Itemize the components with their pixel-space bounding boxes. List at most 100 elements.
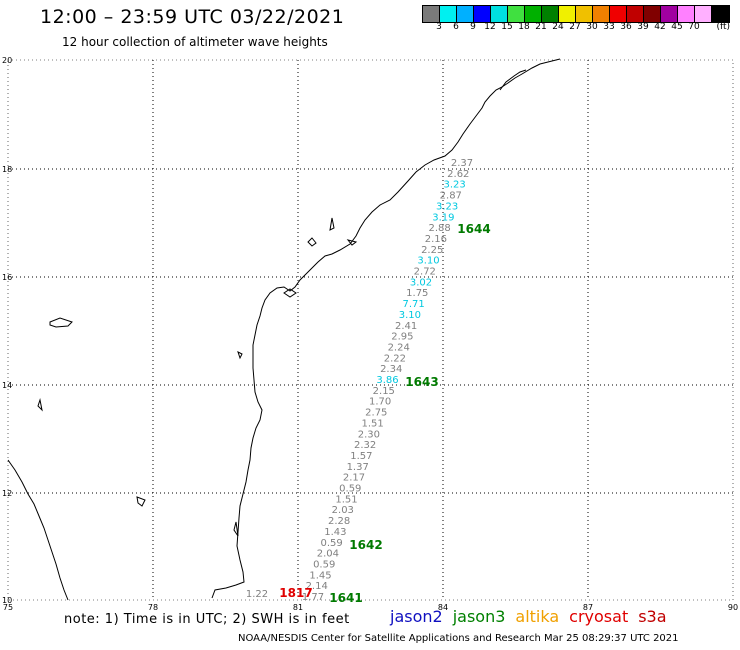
color-scale-tick: 12 [484,22,496,32]
wave-height-value: 2.24 [388,342,410,353]
lon-label: 87 [583,603,593,612]
satellite-name: jason3 [452,607,506,626]
wave-height-value: 2.32 [354,440,376,451]
wave-height-value: 2.95 [391,332,413,343]
color-scale-tick: 39 [637,22,649,32]
wave-height-value: 0.59 [339,484,361,495]
color-swatch [576,6,593,22]
wave-height-value: 2.62 [447,169,469,180]
color-swatch [440,6,457,22]
color-swatch [542,6,559,22]
wave-height-value: 2.03 [332,505,354,516]
wave-height-value: 3.10 [399,310,421,321]
wave-height-value: 2.72 [414,267,436,278]
lat-label: 14 [2,381,12,390]
lat-label: 16 [2,273,12,282]
pass-time-label: 1644 [457,222,490,236]
lat-label: 18 [2,165,12,174]
color-swatch [559,6,576,22]
wave-height-value: 3.23 [443,180,465,191]
color-scale-tick: 6 [453,22,459,32]
wave-height-value: 2.30 [358,429,380,440]
color-scale-tick: 45 [671,22,683,32]
pass-time-label: 1817 [279,586,312,600]
map-title: 12:00 – 23:59 UTC 03/22/2021 [40,6,345,28]
color-swatch [474,6,491,22]
color-swatch [712,6,729,22]
satellite-legend: jason2 jason3 altika cryosat s3a [390,607,677,626]
color-scale-tick: 24 [552,22,564,32]
pass-time-label: 1643 [405,375,438,389]
color-swatch [491,6,508,22]
wave-height-value: 7.71 [402,299,424,310]
color-swatch [661,6,678,22]
color-scale-tick: 30 [586,22,598,32]
wave-height-value: 2.25 [421,245,443,256]
wave-height-value: 3.86 [376,375,398,386]
satellite-name: altika [515,607,560,626]
wave-height-value: 3.02 [410,277,432,288]
color-scale-tick: 42 [654,22,666,32]
color-swatch [593,6,610,22]
color-swatch [508,6,525,22]
lon-label: 78 [148,603,158,612]
lon-label: 84 [438,603,448,612]
color-scale-tick: 3 [436,22,442,32]
wave-height-value: 2.04 [317,549,339,560]
color-scale-tick: 15 [501,22,513,32]
coastline [7,58,561,601]
lat-label: 12 [2,489,12,498]
wave-height-value: 2.17 [343,473,365,484]
wave-height-value: 0.59 [313,560,335,571]
color-swatch [525,6,542,22]
wave-height-value: 3.23 [436,201,458,212]
pass-time-label: 1642 [349,538,382,552]
wave-height-value: 1.43 [324,527,346,538]
color-scale-tick: 70 [688,22,700,32]
color-scale-ticks: 3 6 9 12 15 18 21 24 27 30 33 36 39 42 45 70 [422,22,728,36]
satellite-name: s3a [638,607,667,626]
color-scale-bar [422,5,730,23]
wave-height-value: 2.34 [380,364,402,375]
wave-height-value: 1.70 [369,397,391,408]
wave-height-value: 1.57 [350,451,372,462]
wave-height-value: 2.28 [328,516,350,527]
wave-height-value: 1.22 [246,589,268,600]
satellite-name: cryosat [569,607,629,626]
color-swatch [627,6,644,22]
wave-height-value: 2.88 [428,223,450,234]
wave-height-value: 2.16 [425,234,447,245]
color-scale-tick: 27 [569,22,581,32]
altimeter-track: 2.372.623.232.873.233.192.882.162.253.10… [302,158,473,603]
color-scale-tick: 9 [470,22,476,32]
color-swatch [457,6,474,22]
footer-note: note: 1) Time is in UTC; 2) SWH is in fe… [64,612,350,627]
map-grid [8,60,733,600]
color-swatch [678,6,695,22]
color-scale-tick: 21 [535,22,547,32]
wave-height-value: 1.75 [406,288,428,299]
lon-label: 75 [3,603,13,612]
satellite-name: jason2 [390,607,443,626]
wave-height-value: 1.45 [309,570,331,581]
track-annotations: 1644 1643 1642 1641 1817 1.22 [246,222,491,605]
wave-height-value: 2.15 [373,386,395,397]
color-swatch [644,6,661,22]
wave-height-value: 1.51 [335,494,357,505]
color-scale-tick: 36 [620,22,632,32]
wave-height-value: 1.37 [347,462,369,473]
wave-height-value: 2.22 [384,353,406,364]
map-frame [7,59,734,601]
lat-label: 10 [2,596,12,605]
wave-height-value: 2.75 [365,408,387,419]
wave-height-value: 1.51 [361,418,383,429]
wave-height-value: 2.37 [451,158,473,169]
map-subtitle: 12 hour collection of altimeter wave hei… [62,35,328,49]
lon-label: 81 [293,603,303,612]
wave-height-value: 2.41 [395,321,417,332]
wave-height-value: 2.14 [306,581,328,592]
wave-height-value: 1.77 [302,592,324,603]
lon-label: 90 [728,603,738,612]
